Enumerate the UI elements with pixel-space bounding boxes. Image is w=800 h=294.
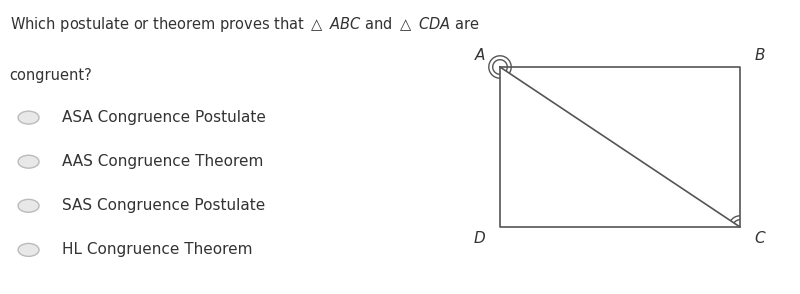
Text: C: C (754, 231, 765, 246)
Text: SAS Congruence Postulate: SAS Congruence Postulate (62, 198, 265, 213)
Circle shape (18, 243, 39, 256)
Text: B: B (754, 48, 765, 63)
Text: HL Congruence Theorem: HL Congruence Theorem (62, 242, 252, 258)
Text: D: D (474, 231, 486, 246)
Circle shape (18, 155, 39, 168)
Text: A: A (475, 48, 486, 63)
Text: ASA Congruence Postulate: ASA Congruence Postulate (62, 110, 266, 125)
Text: Which postulate or theorem proves that $\triangle$ $ABC$ and $\triangle$ $CDA$ a: Which postulate or theorem proves that $… (10, 15, 479, 34)
Circle shape (18, 199, 39, 212)
Text: AAS Congruence Theorem: AAS Congruence Theorem (62, 154, 263, 169)
Text: congruent?: congruent? (10, 68, 92, 83)
Circle shape (18, 111, 39, 124)
